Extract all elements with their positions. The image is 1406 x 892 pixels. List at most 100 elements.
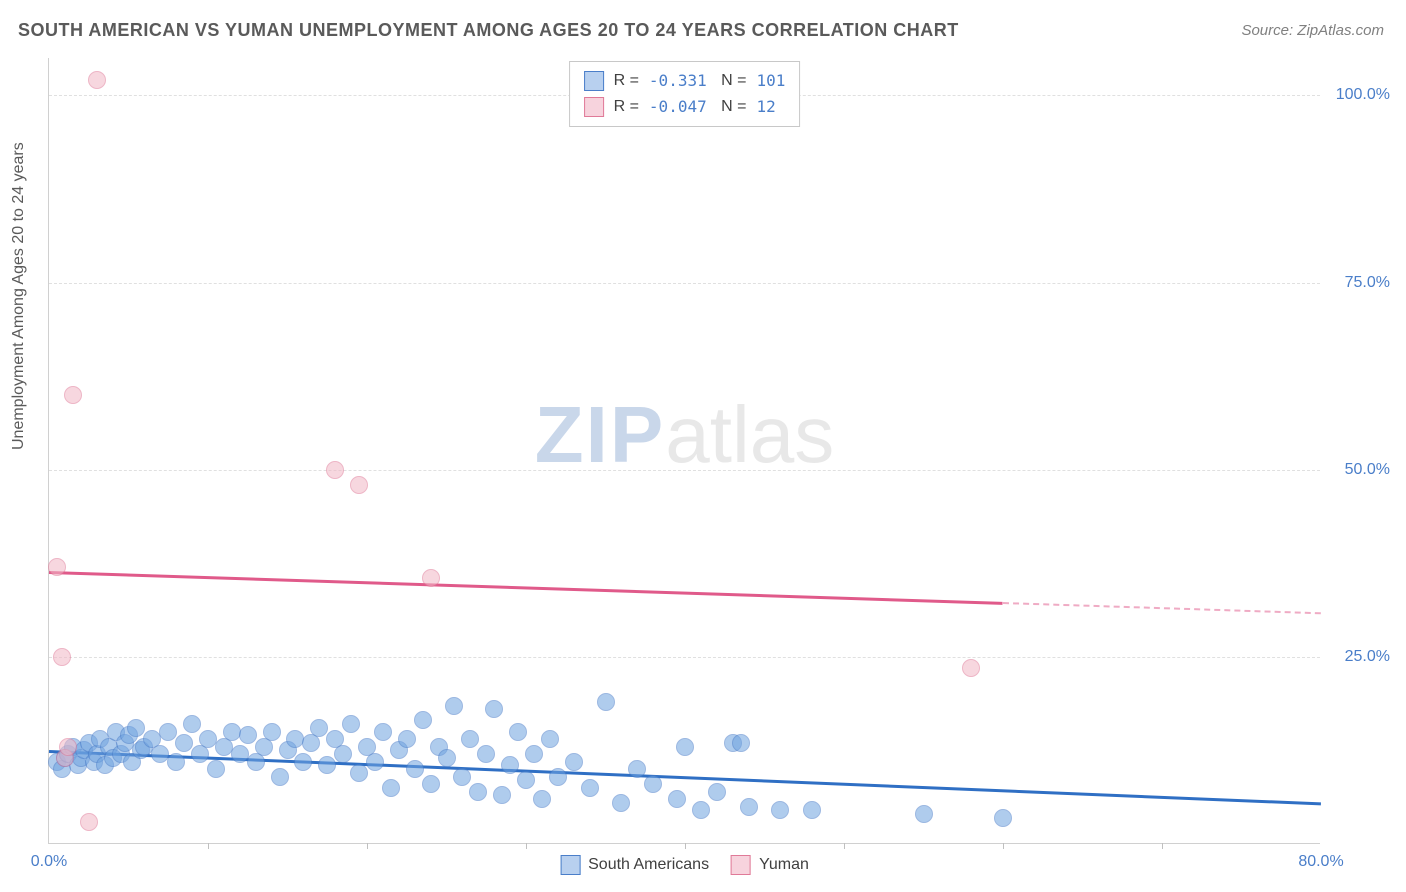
data-point xyxy=(53,648,71,666)
data-point xyxy=(740,798,758,816)
legend-series: South Americans Yuman xyxy=(560,855,809,875)
data-point xyxy=(398,730,416,748)
data-point xyxy=(962,659,980,677)
data-point xyxy=(732,734,750,752)
data-point xyxy=(350,764,368,782)
data-point xyxy=(326,461,344,479)
data-point xyxy=(422,569,440,587)
x-tick-mark xyxy=(1162,843,1163,849)
data-point xyxy=(406,760,424,778)
data-point xyxy=(88,71,106,89)
data-point xyxy=(127,719,145,737)
data-point xyxy=(915,805,933,823)
n-value: 101 xyxy=(757,68,786,94)
data-point xyxy=(525,745,543,763)
data-point xyxy=(64,386,82,404)
data-point xyxy=(477,745,495,763)
scatter-chart: ZIPatlas 25.0%50.0%75.0%100.0%0.0%80.0%R… xyxy=(48,58,1320,844)
data-point xyxy=(263,723,281,741)
y-tick-label: 50.0% xyxy=(1345,461,1390,479)
data-point xyxy=(461,730,479,748)
data-point xyxy=(334,745,352,763)
x-tick-mark xyxy=(208,843,209,849)
x-tick-label: 0.0% xyxy=(31,853,67,871)
data-point xyxy=(469,783,487,801)
data-point xyxy=(668,790,686,808)
gridline xyxy=(49,657,1320,658)
data-point xyxy=(175,734,193,752)
data-point xyxy=(565,753,583,771)
data-point xyxy=(612,794,630,812)
r-label: R = xyxy=(614,94,639,120)
x-tick-mark xyxy=(526,843,527,849)
data-point xyxy=(517,771,535,789)
data-point xyxy=(501,756,519,774)
legend-swatch xyxy=(560,855,580,875)
y-tick-label: 25.0% xyxy=(1345,648,1390,666)
watermark: ZIPatlas xyxy=(535,389,834,481)
x-tick-mark xyxy=(844,843,845,849)
data-point xyxy=(374,723,392,741)
data-point xyxy=(771,801,789,819)
legend-stats: R = -0.331 N = 101 R = -0.047 N = 12 xyxy=(569,61,801,127)
data-point xyxy=(692,801,710,819)
data-point xyxy=(581,779,599,797)
legend-swatch xyxy=(731,855,751,875)
x-tick-mark xyxy=(685,843,686,849)
data-point xyxy=(597,693,615,711)
r-label: R = xyxy=(614,68,639,94)
legend-label: South Americans xyxy=(588,856,709,874)
legend-item: Yuman xyxy=(731,855,809,875)
data-point xyxy=(803,801,821,819)
data-point xyxy=(445,697,463,715)
data-point xyxy=(318,756,336,774)
x-tick-mark xyxy=(1003,843,1004,849)
data-point xyxy=(676,738,694,756)
data-point xyxy=(350,476,368,494)
data-point xyxy=(159,723,177,741)
data-point xyxy=(207,760,225,778)
x-tick-mark xyxy=(367,843,368,849)
data-point xyxy=(271,768,289,786)
data-point xyxy=(294,753,312,771)
data-point xyxy=(382,779,400,797)
legend-swatch xyxy=(584,97,604,117)
data-point xyxy=(708,783,726,801)
gridline xyxy=(49,470,1320,471)
legend-stats-row: R = -0.047 N = 12 xyxy=(584,94,786,120)
gridline xyxy=(49,283,1320,284)
legend-item: South Americans xyxy=(560,855,709,875)
data-point xyxy=(509,723,527,741)
n-label: N = xyxy=(717,68,747,94)
data-point xyxy=(48,558,66,576)
y-tick-label: 100.0% xyxy=(1336,86,1390,104)
data-point xyxy=(541,730,559,748)
data-point xyxy=(414,711,432,729)
data-point xyxy=(310,719,328,737)
legend-swatch xyxy=(584,71,604,91)
trend-line-extrapolated xyxy=(1003,602,1321,614)
trend-line xyxy=(49,571,1003,604)
data-point xyxy=(453,768,471,786)
data-point xyxy=(533,790,551,808)
y-axis-label: Unemployment Among Ages 20 to 24 years xyxy=(10,142,28,450)
data-point xyxy=(994,809,1012,827)
data-point xyxy=(167,753,185,771)
data-point xyxy=(342,715,360,733)
x-tick-label: 80.0% xyxy=(1298,853,1343,871)
chart-title: SOUTH AMERICAN VS YUMAN UNEMPLOYMENT AMO… xyxy=(18,20,959,41)
legend-label: Yuman xyxy=(759,856,809,874)
r-value: -0.331 xyxy=(649,68,707,94)
data-point xyxy=(628,760,646,778)
r-value: -0.047 xyxy=(649,94,707,120)
data-point xyxy=(644,775,662,793)
data-point xyxy=(549,768,567,786)
data-point xyxy=(80,813,98,831)
source-attribution: Source: ZipAtlas.com xyxy=(1241,22,1384,39)
n-value: 12 xyxy=(757,94,776,120)
data-point xyxy=(183,715,201,733)
data-point xyxy=(422,775,440,793)
data-point xyxy=(438,749,456,767)
n-label: N = xyxy=(717,94,747,120)
data-point xyxy=(239,726,257,744)
